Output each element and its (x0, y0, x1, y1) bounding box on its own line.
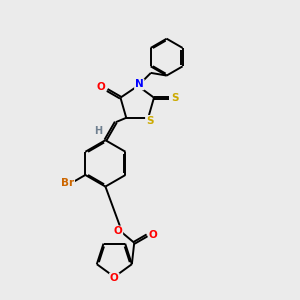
Text: H: H (94, 126, 102, 136)
Text: N: N (135, 80, 144, 89)
Text: O: O (110, 273, 119, 284)
Text: S: S (146, 116, 153, 126)
Text: S: S (172, 93, 179, 103)
Text: O: O (97, 82, 106, 92)
Text: O: O (114, 226, 122, 236)
Text: O: O (149, 230, 158, 240)
Text: Br: Br (61, 178, 74, 188)
